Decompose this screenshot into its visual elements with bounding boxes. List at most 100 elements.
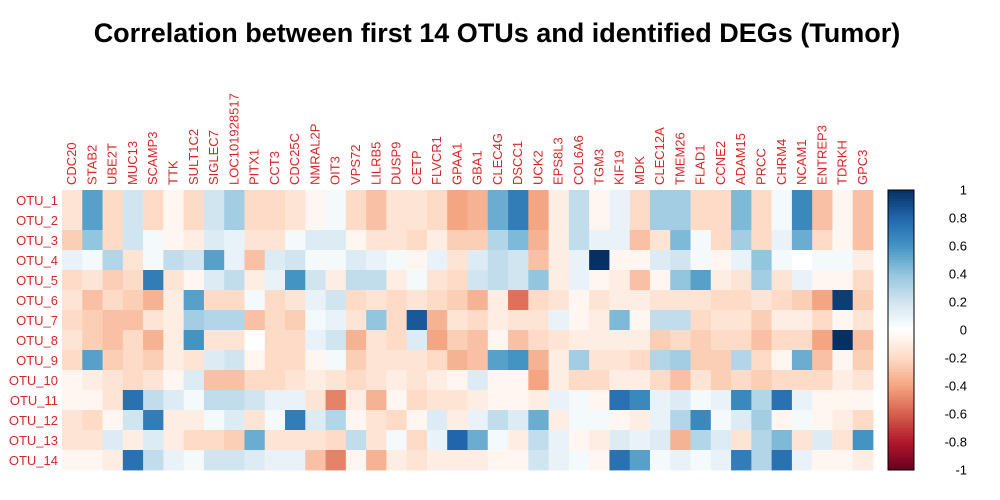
heatmap-cell [710, 310, 732, 331]
heatmap-cell [791, 230, 813, 251]
heatmap-cell [487, 230, 509, 251]
heatmap-cell [82, 310, 103, 331]
colorbar-segment [888, 223, 914, 227]
heatmap-cell [285, 430, 306, 451]
colorbar-segment [888, 411, 914, 415]
heatmap-cell [426, 250, 448, 271]
column-label: MUC13 [125, 141, 140, 185]
heatmap-cell [264, 330, 286, 351]
heatmap-cell [82, 210, 103, 231]
heatmap-cell [285, 290, 306, 311]
colorbar-segment [888, 248, 914, 253]
colorbar-segment [888, 190, 914, 194]
heatmap-cell [487, 370, 509, 391]
heatmap-cell [264, 230, 286, 251]
heatmap-cell [122, 410, 144, 431]
heatmap-cell [812, 410, 833, 431]
heatmap-cell [102, 450, 124, 471]
heatmap-cell [224, 410, 245, 431]
heatmap-cell [589, 250, 610, 271]
heatmap-cell [589, 270, 610, 291]
heatmap-cell [609, 450, 631, 471]
heatmap-cell [305, 270, 326, 291]
heatmap-cell [426, 390, 448, 411]
heatmap-cell [832, 350, 854, 371]
heatmap-cell [122, 270, 144, 291]
heatmap-cell [812, 390, 833, 411]
column-label: CDC25C [287, 133, 302, 185]
heatmap-cell [589, 330, 610, 351]
heatmap-cell [122, 290, 144, 311]
heatmap-cell [548, 270, 570, 291]
heatmap-cell [183, 250, 205, 271]
colorbar-segment [888, 206, 914, 211]
heatmap-cell [771, 310, 793, 331]
heatmap-cell [143, 310, 164, 331]
column-label: CETP [409, 150, 424, 185]
heatmap-cell [791, 350, 813, 371]
heatmap-cell [163, 270, 185, 291]
colorbar-segment [888, 299, 914, 303]
colorbar-segment [888, 338, 914, 342]
column-label: VPS72 [348, 145, 363, 185]
heatmap-cell [649, 210, 671, 231]
heatmap-cell [82, 270, 103, 291]
heatmap-cell [670, 210, 691, 231]
heatmap-cell [528, 350, 549, 371]
heatmap-cell [406, 430, 428, 451]
heatmap-cell [791, 190, 813, 211]
heatmap-cell [609, 390, 631, 411]
heatmap-cell [183, 310, 205, 331]
heatmap-cell [285, 330, 306, 351]
heatmap-cell [447, 410, 468, 431]
heatmap-cell [548, 310, 570, 331]
heatmap-cell [406, 230, 428, 251]
heatmap-cell [771, 270, 793, 291]
heatmap-cell [264, 270, 286, 291]
heatmap-cell [305, 450, 326, 471]
heatmap-cell [508, 350, 529, 371]
heatmap-cell [690, 330, 712, 351]
heatmap-cell [82, 190, 103, 211]
heatmap-cell [143, 330, 164, 351]
heatmap-cell [82, 230, 103, 251]
colorbar-segment [888, 302, 914, 306]
heatmap-cell [325, 310, 347, 331]
colorbar-segment [888, 318, 914, 323]
heatmap-cell [203, 350, 225, 371]
heatmap-cell [366, 450, 387, 471]
heatmap-cell [629, 290, 651, 311]
heatmap-cell [528, 370, 549, 391]
colorbar-segment [888, 271, 914, 275]
heatmap-cell [508, 370, 529, 391]
heatmap-cell [528, 250, 549, 271]
heatmap-cell [629, 370, 651, 391]
heatmap-cell [325, 450, 347, 471]
heatmap-cell [203, 310, 225, 331]
heatmap-cell [812, 190, 833, 211]
heatmap-cell [102, 210, 124, 231]
colorbar-segment [888, 243, 914, 247]
heatmap-cell [102, 310, 124, 331]
heatmap-cell [589, 290, 610, 311]
heatmap-cell [467, 190, 489, 211]
heatmap-cell [812, 250, 833, 271]
heatmap-cell [751, 450, 773, 471]
colorbar-segment [888, 383, 914, 387]
heatmap-cell [406, 410, 428, 431]
colorbar-segment [888, 349, 914, 353]
heatmap-cell [690, 210, 712, 231]
heatmap-cell [264, 290, 286, 311]
heatmap-cell [285, 250, 306, 271]
heatmap-cell [487, 250, 509, 271]
colorbar-segment [888, 335, 914, 339]
heatmap-cell [386, 350, 408, 371]
colorbar-segment [888, 461, 914, 465]
heatmap-cell [285, 450, 306, 471]
heatmap-cell [609, 230, 631, 251]
heatmap-cell [62, 290, 83, 311]
colorbar-segment [888, 324, 914, 328]
colorbar-segment [888, 419, 914, 423]
heatmap-cell [649, 250, 671, 271]
heatmap-cell [183, 410, 205, 431]
